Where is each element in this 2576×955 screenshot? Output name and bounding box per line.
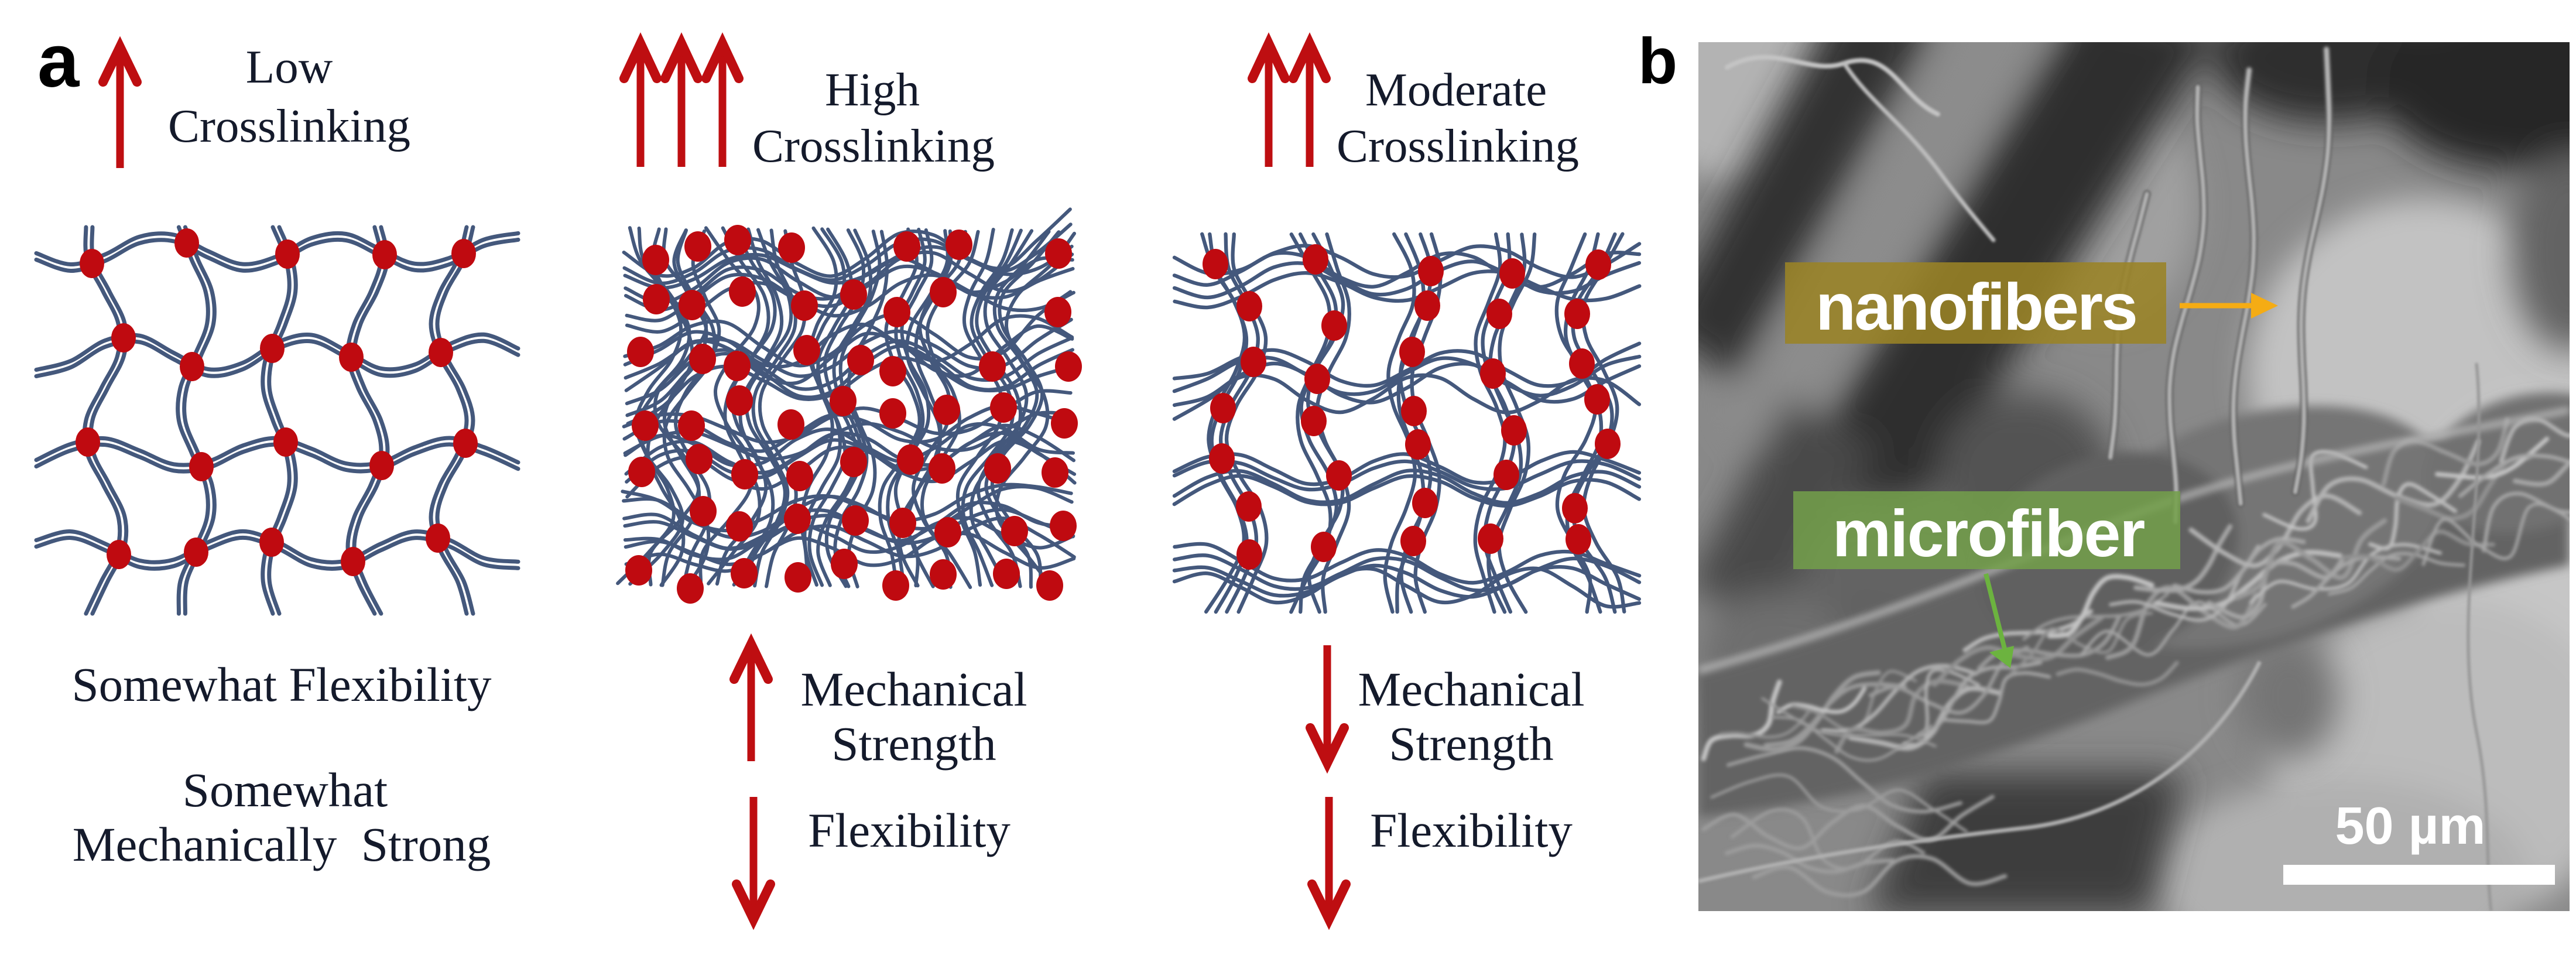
svg-text:Crosslinking: Crosslinking [168, 100, 410, 152]
svg-text:a: a [37, 19, 80, 103]
svg-text:nanofibers: nanofibers [1815, 270, 2136, 344]
svg-text:Somewhat: Somewhat [183, 763, 388, 817]
svg-text:Crosslinking: Crosslinking [1337, 119, 1579, 172]
svg-text:Low: Low [246, 40, 333, 93]
svg-text:Mechanical: Mechanical [1358, 662, 1584, 716]
svg-text:Flexibility: Flexibility [808, 803, 1010, 857]
svg-text:Flexibility: Flexibility [1370, 803, 1573, 857]
svg-text:Crosslinking: Crosslinking [752, 119, 995, 172]
svg-text:Somewhat Flexibility: Somewhat Flexibility [71, 658, 492, 711]
svg-text:Strength: Strength [831, 717, 996, 771]
svg-text:Strength: Strength [1389, 717, 1553, 771]
svg-text:High: High [825, 63, 920, 116]
svg-text:50 µm: 50 µm [2335, 797, 2486, 855]
svg-text:Mechanically Strong: Mechanically Strong [73, 817, 491, 871]
svg-text:b: b [1638, 25, 1677, 97]
svg-text:Moderate: Moderate [1365, 63, 1547, 116]
svg-text:microfiber: microfiber [1832, 497, 2145, 570]
svg-text:Mechanical: Mechanical [800, 662, 1027, 716]
